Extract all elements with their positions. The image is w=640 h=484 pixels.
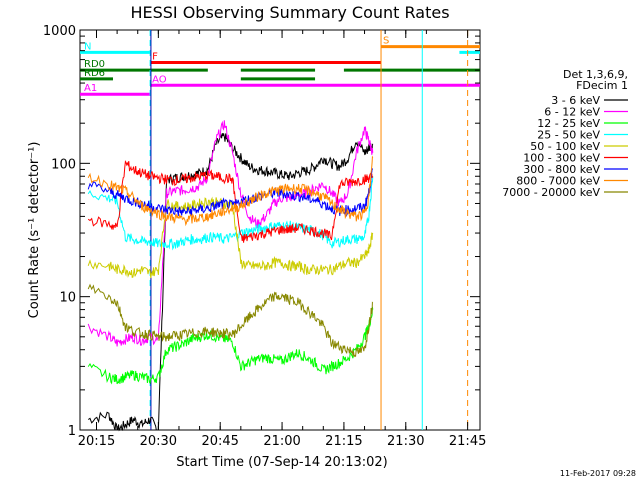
series-line [87, 120, 374, 347]
series-line [87, 160, 374, 243]
plot-area [79, 29, 481, 431]
series-line [87, 283, 374, 358]
y-axis-ticks: 1 10 100 1000 [43, 24, 480, 439]
legend-title: Det 1,3,6,9, [563, 68, 628, 81]
vertical-markers [149, 30, 469, 430]
x-tick-label: 20:45 [201, 434, 238, 449]
footer-timestamp: 11-Feb-2017 09:28 [560, 469, 636, 478]
flag-label: S [383, 36, 389, 47]
legend-entry: 25 - 50 keV [537, 129, 600, 142]
y-tick-label: 1 [68, 424, 76, 439]
flag-label: F [152, 52, 158, 63]
x-axis-ticks: 20:15 20:30 20:45 21:00 21:15 21:30 21:45 [78, 30, 486, 449]
legend-entry: 50 - 100 keV [530, 140, 600, 153]
flag-label: N [84, 41, 91, 52]
legend-entry: 300 - 800 keV [523, 163, 600, 176]
series-line [87, 306, 374, 385]
flag-label: A1 [84, 83, 97, 94]
flag-label: RD0 [84, 59, 105, 70]
legend-entry: 100 - 300 keV [523, 152, 600, 165]
chart-title: HESSI Observing Summary Count Rates [130, 3, 449, 22]
y-tick-label: 1000 [43, 24, 76, 39]
x-tick-label: 20:30 [140, 434, 177, 449]
series-lines [87, 120, 374, 432]
x-tick-label: 21:30 [387, 434, 424, 449]
series-line [87, 155, 374, 227]
x-tick-label: 21:00 [263, 434, 300, 449]
flag-label: RD6 [84, 68, 105, 79]
y-tick-label: 10 [59, 291, 76, 306]
series-line [87, 176, 374, 251]
series-line [87, 133, 374, 432]
flag-label: AO [152, 74, 167, 85]
x-tick-label: 21:45 [449, 434, 486, 449]
legend-entry: 12 - 25 keV [537, 117, 600, 130]
x-tick-label: 20:15 [78, 434, 115, 449]
legend-entry: 3 - 6 keV [551, 94, 600, 107]
legend-entry: 6 - 12 keV [544, 106, 600, 119]
legend-entry: 800 - 7000 keV [516, 175, 600, 188]
series-line [87, 196, 374, 279]
y-tick-label: 100 [51, 157, 76, 172]
x-tick-label: 21:15 [325, 434, 362, 449]
legend-title: FDecim 1 [576, 79, 628, 92]
y-axis-label: Count Rate (s⁻¹ detector⁻¹) [27, 142, 42, 319]
x-axis-label: Start Time (07-Sep-14 20:13:02) [176, 455, 387, 470]
legend-entry: 7000 - 20000 keV [502, 186, 600, 199]
